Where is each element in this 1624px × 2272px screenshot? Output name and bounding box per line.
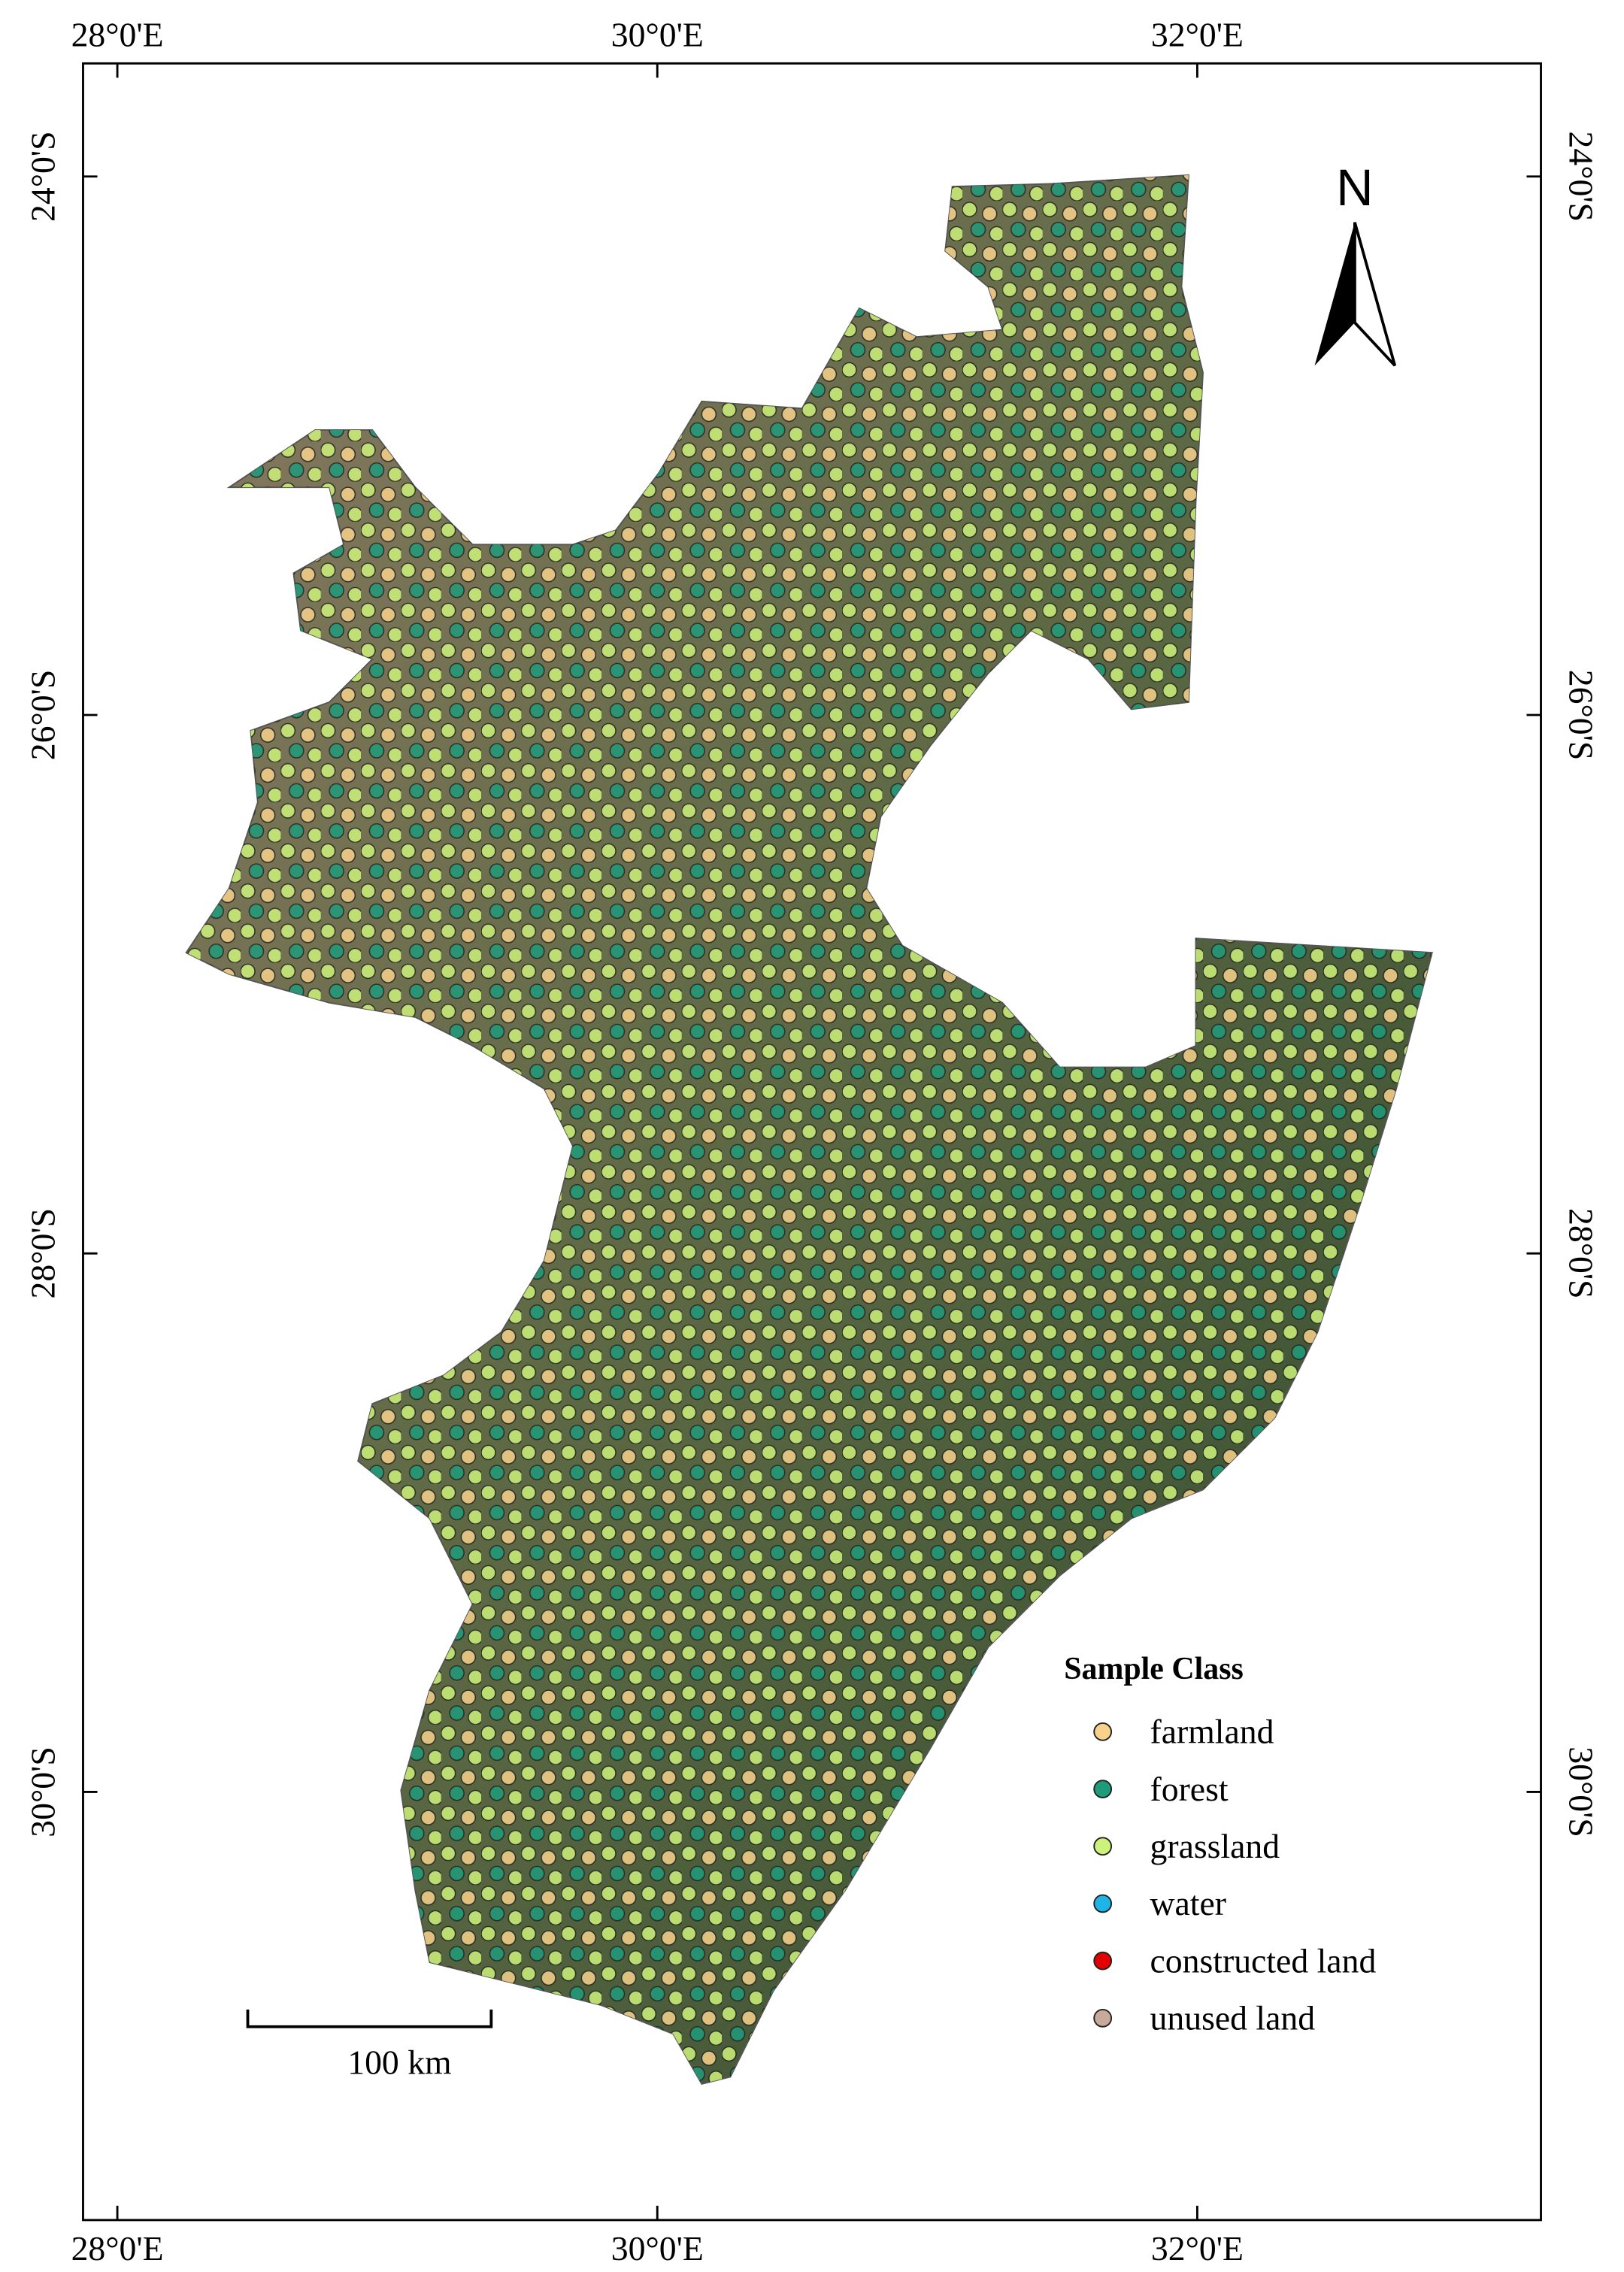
y-tick-label: 30°0'S [23,1746,62,1837]
legend-swatch [1093,1951,1113,1971]
legend-swatch [1093,1722,1113,1741]
x-tick-label: 28°0'E [71,15,164,53]
legend-swatch [1093,1837,1113,1856]
north-arrow: N [1314,159,1397,367]
y-tick-label: 30°0'S [1562,1746,1601,1837]
x-tick-label: 32°0'E [1151,2229,1244,2267]
y-tick-label: 26°0'S [1562,670,1601,760]
x-tick-label: 32°0'E [1151,15,1244,53]
legend-swatch [1093,1894,1113,1913]
y-tick-label: 28°0'S [23,1208,62,1298]
scale-label: 100 km [347,2043,451,2082]
north-label: N [1336,159,1374,217]
legend-title: Sample Class [1064,1652,1244,1686]
y-tick-label: 28°0'S [1562,1208,1601,1298]
x-tick-label: 30°0'E [611,2229,704,2267]
x-tick-label: 28°0'E [71,2229,164,2267]
scale-bar: 100 km [246,2009,493,2082]
legend-label: constructed land [1150,1941,1377,1980]
y-tick-label: 24°0'S [1562,132,1601,222]
y-tick-label: 24°0'S [23,132,62,222]
legend-label: forest [1150,1770,1229,1808]
legend: Sample Class farmland forest grassland wate… [1064,1652,1376,2037]
legend-swatch [1093,1780,1113,1798]
x-tick-label: 30°0'E [611,15,704,53]
legend-swatch [1093,2008,1113,2028]
sample-texture [186,174,1432,2084]
legend-label: unused land [1150,1999,1316,2037]
legend-label: grassland [1150,1827,1280,1865]
legend-label: water [1150,1884,1227,1922]
legend-label: farmland [1150,1713,1274,1751]
y-tick-label: 26°0'S [23,670,62,760]
